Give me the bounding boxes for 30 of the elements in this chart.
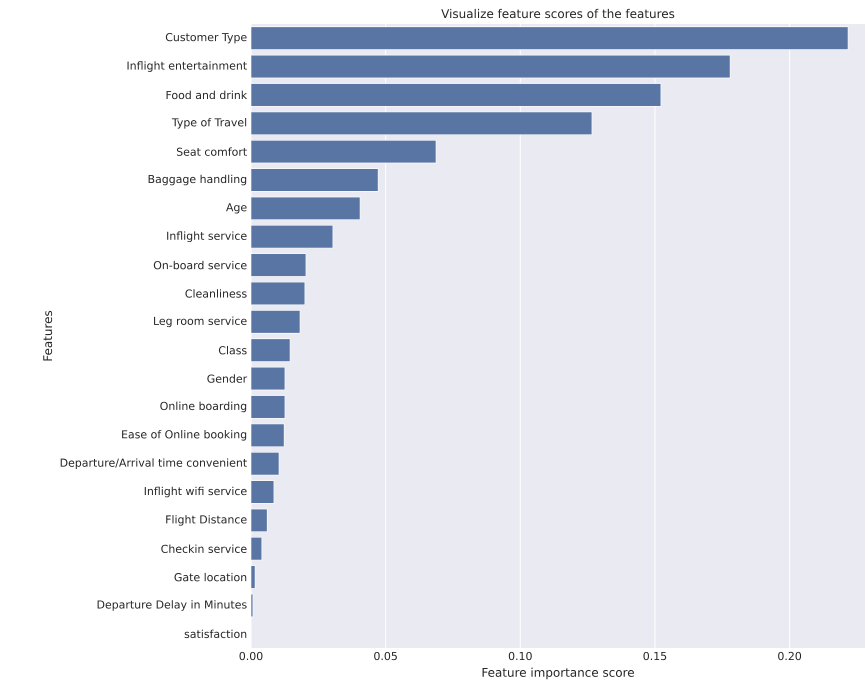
y-tick-label: Checkin service <box>161 544 247 553</box>
x-tick-label: 0.00 <box>240 652 262 660</box>
y-tick-label: Departure/Arrival time convenient <box>60 458 247 469</box>
y-tick-label: Online boarding <box>160 402 246 412</box>
y-tick-label: Customer Type <box>166 32 247 44</box>
y-tick-label: Ease of Online booking <box>122 430 246 441</box>
y-axis-title: Features <box>43 310 52 361</box>
y-tick-label: Food and drink <box>166 90 248 100</box>
y-tick-label: Inflight entertainment <box>128 61 247 72</box>
x-tick-label: 0.20 <box>778 652 802 660</box>
y-tick-label: satisfaction <box>184 630 246 638</box>
y-tick-label: Departure Delay in Minutes <box>98 600 247 611</box>
y-tick-label: Cleanliness <box>185 289 247 298</box>
x-tick-label: 0.05 <box>374 652 397 660</box>
y-tick-label: Class <box>218 346 247 354</box>
y-tick-label: Gate location <box>174 572 246 582</box>
y-tick-label: Baggage handling <box>148 174 246 186</box>
y-tick-label: Leg room service <box>154 316 247 328</box>
y-tick-label: Gender <box>207 374 248 383</box>
y-tick-label: Age <box>226 203 247 214</box>
y-tick-label: Seat comfort <box>176 147 247 156</box>
y-tick-label: Inflight wifi service <box>144 486 247 498</box>
x-tick-label: 0.15 <box>643 652 666 660</box>
y-tick-label: Type of Travel <box>172 118 246 129</box>
chart-title: Visualize feature scores of the features <box>441 8 674 18</box>
y-tick-label: Inflight service <box>167 231 247 242</box>
y-tick-label: On-board service <box>154 260 247 270</box>
x-tick-label: 0.10 <box>508 652 532 660</box>
y-tick-label: Flight Distance <box>166 515 247 526</box>
x-axis-title: Feature importance score <box>482 668 634 680</box>
